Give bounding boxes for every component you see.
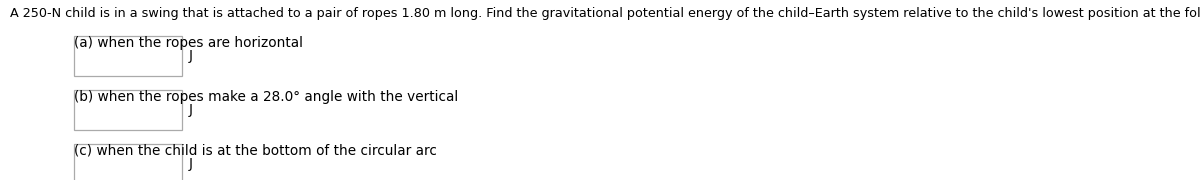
Text: J: J [188, 157, 192, 171]
FancyBboxPatch shape [74, 90, 182, 130]
Text: J: J [188, 103, 192, 117]
Text: (a) when the ropes are horizontal: (a) when the ropes are horizontal [74, 36, 304, 50]
Text: A 250-N child is in a swing that is attached to a pair of ropes 1.80 m long. Fin: A 250-N child is in a swing that is atta… [10, 7, 1200, 20]
Text: (c) when the child is at the bottom of the circular arc: (c) when the child is at the bottom of t… [74, 144, 437, 158]
FancyBboxPatch shape [74, 36, 182, 76]
FancyBboxPatch shape [74, 144, 182, 180]
Text: J: J [188, 49, 192, 63]
Text: (b) when the ropes make a 28.0° angle with the vertical: (b) when the ropes make a 28.0° angle wi… [74, 90, 458, 104]
